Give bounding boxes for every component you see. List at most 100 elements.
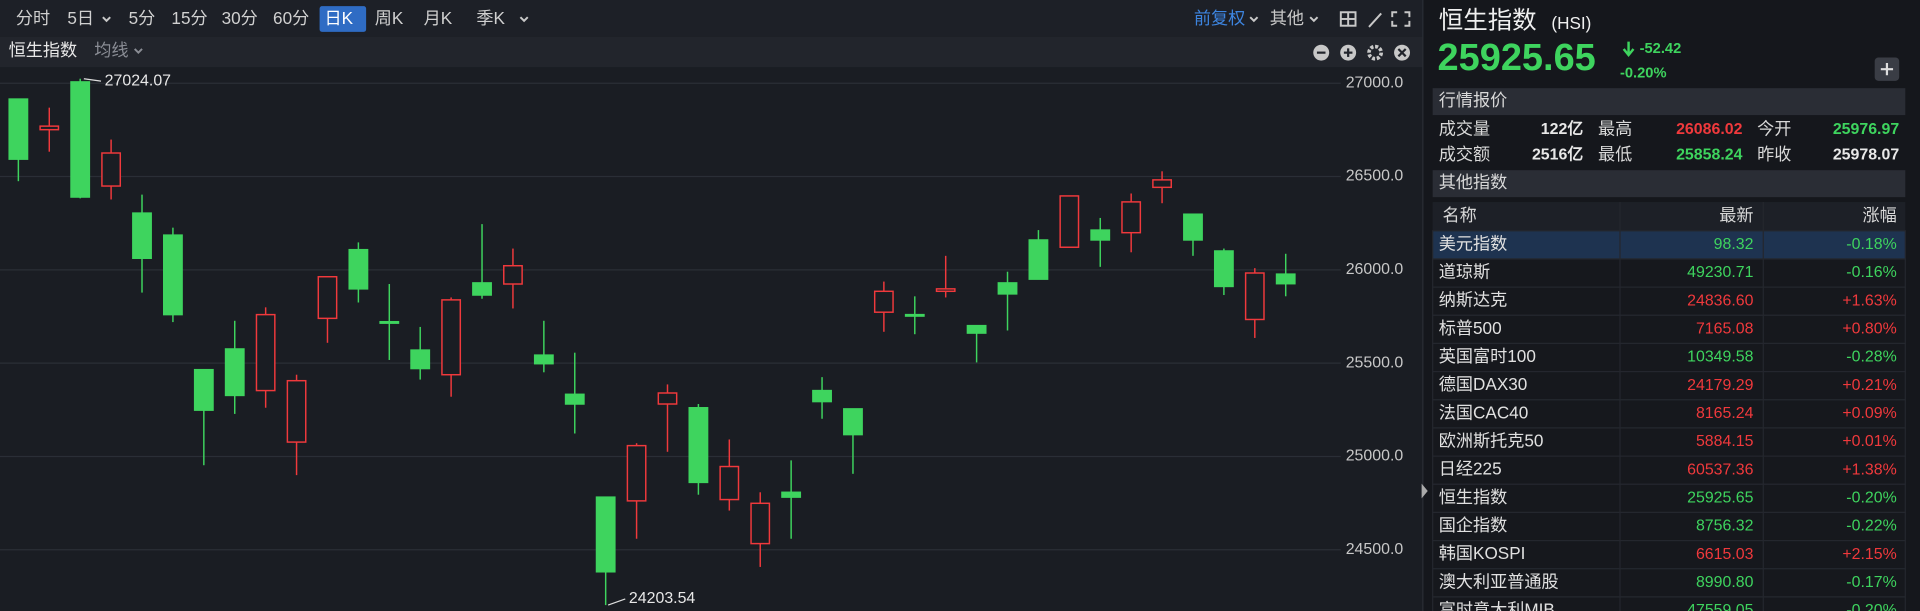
max-label: 27024.07 — [105, 72, 171, 89]
chart-header-bg — [0, 36, 1423, 68]
column-header: 名称 — [1442, 205, 1476, 225]
index-name: 英国富时100 — [1439, 346, 1536, 366]
index-last: 8756.32 — [1696, 518, 1754, 535]
index-last: 47559.05 — [1687, 602, 1753, 611]
candle-body — [873, 290, 894, 313]
candle-body — [1059, 195, 1080, 248]
candle-body — [1213, 250, 1234, 288]
index-last: 7165.08 — [1696, 321, 1754, 338]
y-tick-label: 26000.0 — [1346, 261, 1404, 278]
period-tab[interactable]: 30分 — [222, 8, 258, 28]
index-row[interactable] — [1432, 286, 1906, 316]
candle-body — [781, 491, 802, 498]
ma-dropdown[interactable]: 均线 — [94, 40, 128, 60]
stat-value: 2516亿 — [1532, 145, 1583, 164]
quote-code: (HSI) — [1551, 13, 1591, 33]
index-name: 标普500 — [1439, 318, 1502, 338]
index-last: 25925.65 — [1687, 490, 1753, 507]
index-change: -0.17% — [1846, 574, 1896, 591]
index-row[interactable] — [1432, 314, 1906, 345]
quote-name: 恒生指数 — [1439, 7, 1537, 35]
candle-body — [193, 368, 214, 411]
candle-body — [564, 393, 585, 405]
collapse-arrow[interactable] — [1421, 483, 1428, 499]
stat-label: 今开 — [1757, 118, 1791, 138]
stat-value: 25858.24 — [1676, 147, 1742, 164]
index-row[interactable] — [1432, 596, 1906, 611]
candle-body — [533, 354, 554, 365]
y-tick-label: 25000.0 — [1346, 448, 1404, 465]
index-row[interactable] — [1432, 427, 1906, 457]
stat-label: 最低 — [1598, 144, 1632, 164]
index-last: 5884.15 — [1696, 433, 1754, 450]
stat-value: 122亿 — [1541, 119, 1584, 138]
index-change: -0.18% — [1846, 236, 1896, 253]
period-tab[interactable]: 15分 — [171, 8, 207, 28]
index-last: 60537.36 — [1687, 461, 1753, 478]
min-pointer — [607, 598, 626, 606]
section-bg — [1432, 88, 1906, 116]
candle-body — [255, 313, 276, 392]
candle-body — [1090, 229, 1111, 241]
index-name: 美元指数 — [1439, 233, 1508, 253]
candle-body — [688, 407, 709, 484]
adjust-dropdown[interactable]: 前复权 — [1194, 8, 1245, 28]
y-tick-label: 25500.0 — [1346, 354, 1404, 371]
index-last: 24836.60 — [1687, 292, 1753, 309]
index-row[interactable] — [1432, 399, 1906, 429]
period-tab[interactable]: 分时 — [16, 8, 50, 28]
candle-body — [966, 324, 987, 334]
index-row[interactable] — [1432, 258, 1906, 288]
index-change: +1.38% — [1842, 461, 1896, 478]
column-header: 最新 — [1719, 205, 1753, 225]
index-row[interactable] — [1432, 539, 1906, 570]
period-tab[interactable]: 月K — [424, 8, 453, 28]
candle-body — [317, 276, 338, 320]
candle-body — [812, 389, 832, 403]
candle-body — [1275, 273, 1296, 285]
stat-label: 最高 — [1598, 118, 1632, 138]
index-change: +2.15% — [1842, 546, 1896, 563]
min-label: 24203.54 — [629, 590, 695, 607]
chart-tools[interactable] — [1313, 44, 1410, 61]
chart-area — [0, 67, 1423, 611]
candle-body — [224, 348, 245, 397]
toolbar-icons[interactable] — [1339, 11, 1411, 28]
period-tab[interactable]: 周K — [375, 8, 404, 28]
other-dropdown[interactable]: 其他 — [1270, 8, 1304, 28]
stat-label: 成交量 — [1439, 118, 1490, 138]
index-row[interactable] — [1432, 511, 1906, 542]
index-last: 98.32 — [1714, 236, 1754, 253]
candle-body — [410, 349, 431, 370]
table-header-bg — [1432, 202, 1906, 232]
candle-body — [1244, 272, 1265, 321]
quote-change: -52.42 — [1640, 41, 1682, 57]
index-last: 24179.29 — [1687, 377, 1753, 394]
section-bg — [1432, 170, 1906, 198]
column-header: 涨幅 — [1862, 205, 1896, 225]
index-row[interactable] — [1432, 455, 1906, 485]
index-name: 富时意大利MIB — [1439, 600, 1555, 611]
period-tab[interactable]: 5日 — [67, 8, 94, 28]
candle-body — [441, 299, 462, 376]
candle-body — [843, 408, 863, 436]
period-tab[interactable]: 60分 — [273, 8, 309, 28]
index-change: -0.20% — [1846, 602, 1896, 611]
candle-body — [101, 152, 122, 187]
index-change: +0.80% — [1842, 321, 1896, 338]
period-tab[interactable]: 5分 — [129, 8, 156, 28]
index-row[interactable] — [1432, 371, 1906, 401]
candle-body — [503, 264, 523, 285]
index-name: 恒生指数 — [1439, 487, 1508, 507]
period-tab[interactable]: 季K — [476, 8, 505, 28]
toolbar-bg — [0, 0, 1423, 37]
candle-body — [997, 282, 1018, 295]
period-tab[interactable]: 日K — [324, 8, 353, 28]
candle-body — [379, 320, 400, 324]
selected-period — [319, 6, 367, 32]
candle-body — [132, 212, 152, 259]
index-change: -0.22% — [1846, 518, 1896, 535]
quote-change-pct: -0.20% — [1620, 65, 1667, 81]
candle-body — [286, 379, 307, 443]
